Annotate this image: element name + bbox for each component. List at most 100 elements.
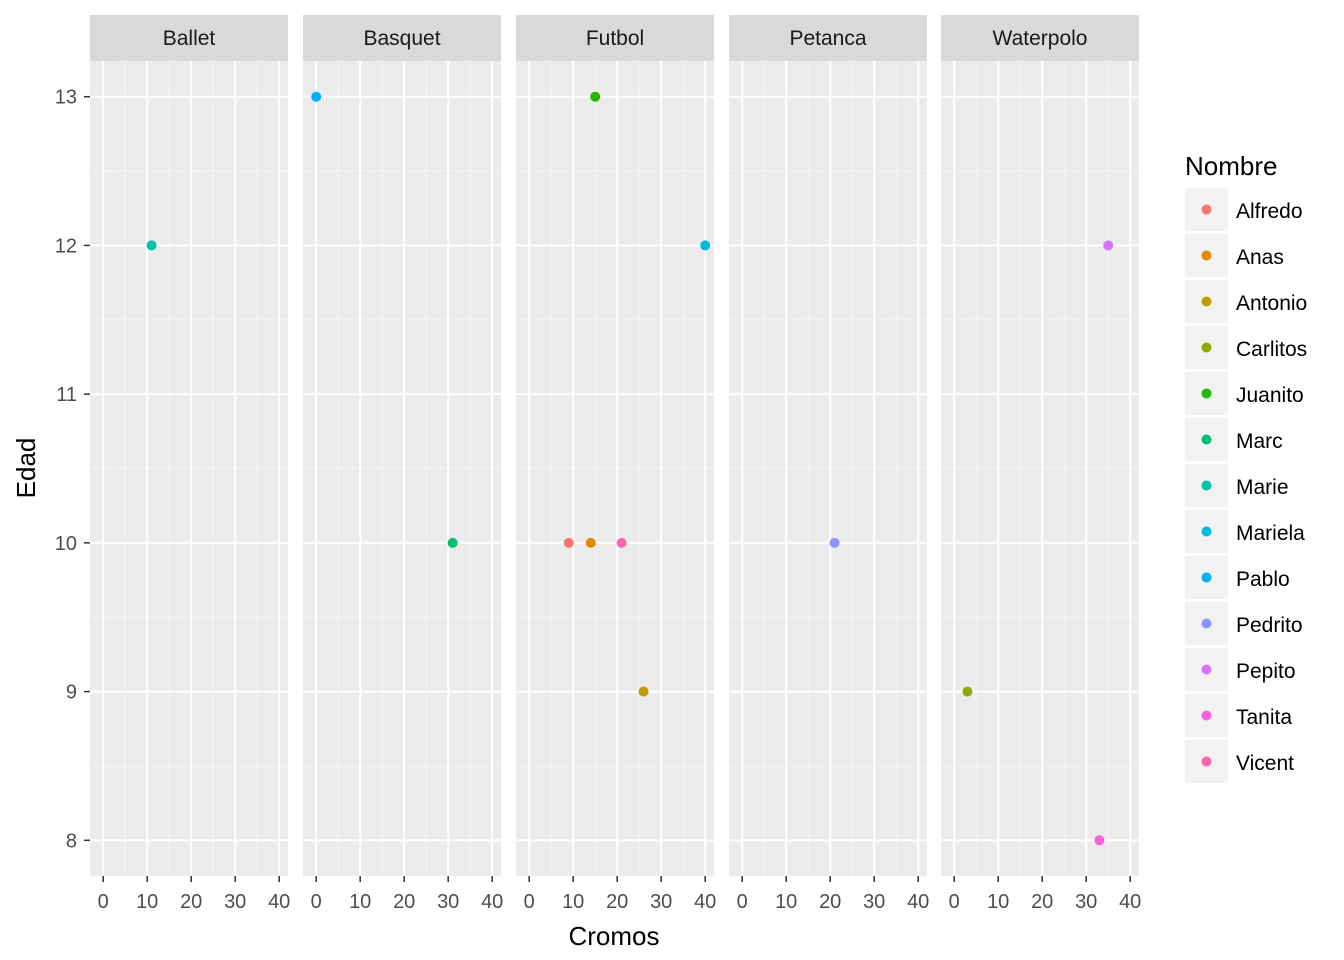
x-tick-label: 30 — [224, 891, 246, 913]
data-point-mariela — [700, 240, 711, 251]
legend-key-point — [1201, 296, 1212, 307]
legend-key-point — [1201, 388, 1212, 399]
x-tick-label: 40 — [1119, 891, 1141, 913]
x-tick-label: 40 — [268, 891, 290, 913]
data-point-pablo — [311, 91, 322, 102]
legend-label: Marc — [1236, 430, 1283, 453]
x-tick-label: 10 — [349, 891, 371, 913]
legend-item-tanita: Tanita — [1185, 694, 1292, 737]
legend-key-point — [1201, 756, 1212, 767]
legend-key-point — [1201, 250, 1212, 261]
legend-label: Pedrito — [1236, 614, 1303, 637]
data-point-marc — [447, 537, 458, 548]
y-axis: 8 9 10 11 12 13 — [55, 87, 90, 852]
legend-label: Pepito — [1236, 660, 1296, 683]
legend-label: Antonio — [1236, 292, 1307, 315]
y-tick-label: 13 — [55, 87, 77, 109]
facet-strip-label: Waterpolo — [993, 27, 1088, 50]
x-axis-title: Cromos — [568, 921, 659, 951]
facet-strip-label: Petanca — [789, 27, 866, 50]
x-tick-label: 40 — [694, 891, 716, 913]
legend-item-vicent: Vicent — [1185, 740, 1294, 783]
data-point-alfredo — [563, 537, 574, 548]
legend-item-marie: Marie — [1185, 464, 1289, 507]
legend-label: Carlitos — [1236, 338, 1307, 361]
legend-key-point — [1201, 526, 1212, 537]
x-tick-label: 0 — [524, 891, 535, 913]
x-tick-label: 0 — [98, 891, 109, 913]
legend-item-pablo: Pablo — [1185, 556, 1290, 599]
legend-key-point — [1201, 664, 1212, 675]
legend-label: Juanito — [1236, 384, 1304, 407]
y-tick-label: 8 — [66, 830, 77, 852]
legend-item-marc: Marc — [1185, 418, 1283, 461]
x-tick-label: 20 — [180, 891, 202, 913]
data-point-antonio — [638, 686, 649, 697]
legend-item-pedrito: Pedrito — [1185, 602, 1303, 645]
facet-strip — [941, 15, 1139, 61]
x-tick-label: 20 — [393, 891, 415, 913]
legend-key-point — [1201, 204, 1212, 215]
facet-panel-ballet: Ballet 0 10 20 30 40 — [90, 15, 290, 913]
x-tick-label: 20 — [1031, 891, 1053, 913]
x-tick-label: 10 — [562, 891, 584, 913]
legend-key-point — [1201, 480, 1212, 491]
x-tick-label: 30 — [650, 891, 672, 913]
facet-panel-petanca: Petanca 0 10 20 30 40 — [729, 15, 929, 913]
legend-title: Nombre — [1185, 151, 1277, 181]
legend-item-carlitos: Carlitos — [1185, 326, 1307, 369]
x-tick-label: 10 — [136, 891, 158, 913]
data-point-juanito — [590, 91, 601, 102]
facet-panel-basquet: Basquet 0 10 20 30 40 — [303, 15, 503, 913]
legend-label: Mariela — [1236, 522, 1305, 545]
legend-item-antonio: Antonio — [1185, 280, 1307, 323]
legend-label: Alfredo — [1236, 200, 1303, 223]
legend-key-point — [1201, 618, 1212, 629]
data-point-vicent — [616, 537, 627, 548]
facet-strip — [729, 15, 927, 61]
y-axis-title: Edad — [11, 438, 41, 499]
x-tick-label: 20 — [819, 891, 841, 913]
x-tick-label: 0 — [311, 891, 322, 913]
legend-key-point — [1201, 342, 1212, 353]
legend-label: Pablo — [1236, 568, 1290, 591]
facet-strip — [90, 15, 288, 61]
data-point-marie — [146, 240, 157, 251]
facet-panel-waterpolo: Waterpolo 0 10 20 30 40 — [941, 15, 1141, 913]
facet-strip-label: Basquet — [363, 27, 440, 50]
y-tick-label: 12 — [55, 235, 77, 257]
x-tick-label: 30 — [1075, 891, 1097, 913]
facet-strip-label: Ballet — [163, 27, 216, 50]
legend: Nombre Alfredo Anas Antonio Carlitos Juanito… — [1185, 151, 1307, 783]
x-tick-label: 30 — [437, 891, 459, 913]
legend-key-point — [1201, 710, 1212, 721]
legend-item-alfredo: Alfredo — [1185, 188, 1303, 231]
facet-strip — [303, 15, 501, 61]
legend-label: Marie — [1236, 476, 1289, 499]
x-tick-label: 10 — [775, 891, 797, 913]
x-tick-label: 20 — [606, 891, 628, 913]
facet-panels: Ballet 0 10 20 30 40 Basquet 0 10 20 30 40 Futbol 0 10… — [90, 15, 1141, 913]
x-tick-label: 0 — [949, 891, 960, 913]
data-point-pedrito — [829, 537, 840, 548]
data-point-carlitos — [962, 686, 973, 697]
facet-strip — [516, 15, 714, 61]
data-point-anas — [585, 537, 596, 548]
legend-key-point — [1201, 572, 1212, 583]
data-point-pepito — [1103, 240, 1114, 251]
legend-item-juanito: Juanito — [1185, 372, 1304, 415]
legend-item-anas: Anas — [1185, 234, 1284, 277]
x-tick-label: 0 — [737, 891, 748, 913]
x-tick-label: 40 — [481, 891, 503, 913]
x-tick-label: 30 — [863, 891, 885, 913]
legend-label: Tanita — [1236, 706, 1292, 729]
legend-key-point — [1201, 434, 1212, 445]
x-tick-label: 10 — [987, 891, 1009, 913]
y-tick-label: 11 — [56, 384, 77, 406]
data-point-tanita — [1094, 835, 1105, 846]
legend-label: Vicent — [1236, 752, 1294, 775]
facet-strip-label: Futbol — [586, 27, 644, 50]
x-tick-label: 40 — [907, 891, 929, 913]
legend-item-pepito: Pepito — [1185, 648, 1296, 691]
